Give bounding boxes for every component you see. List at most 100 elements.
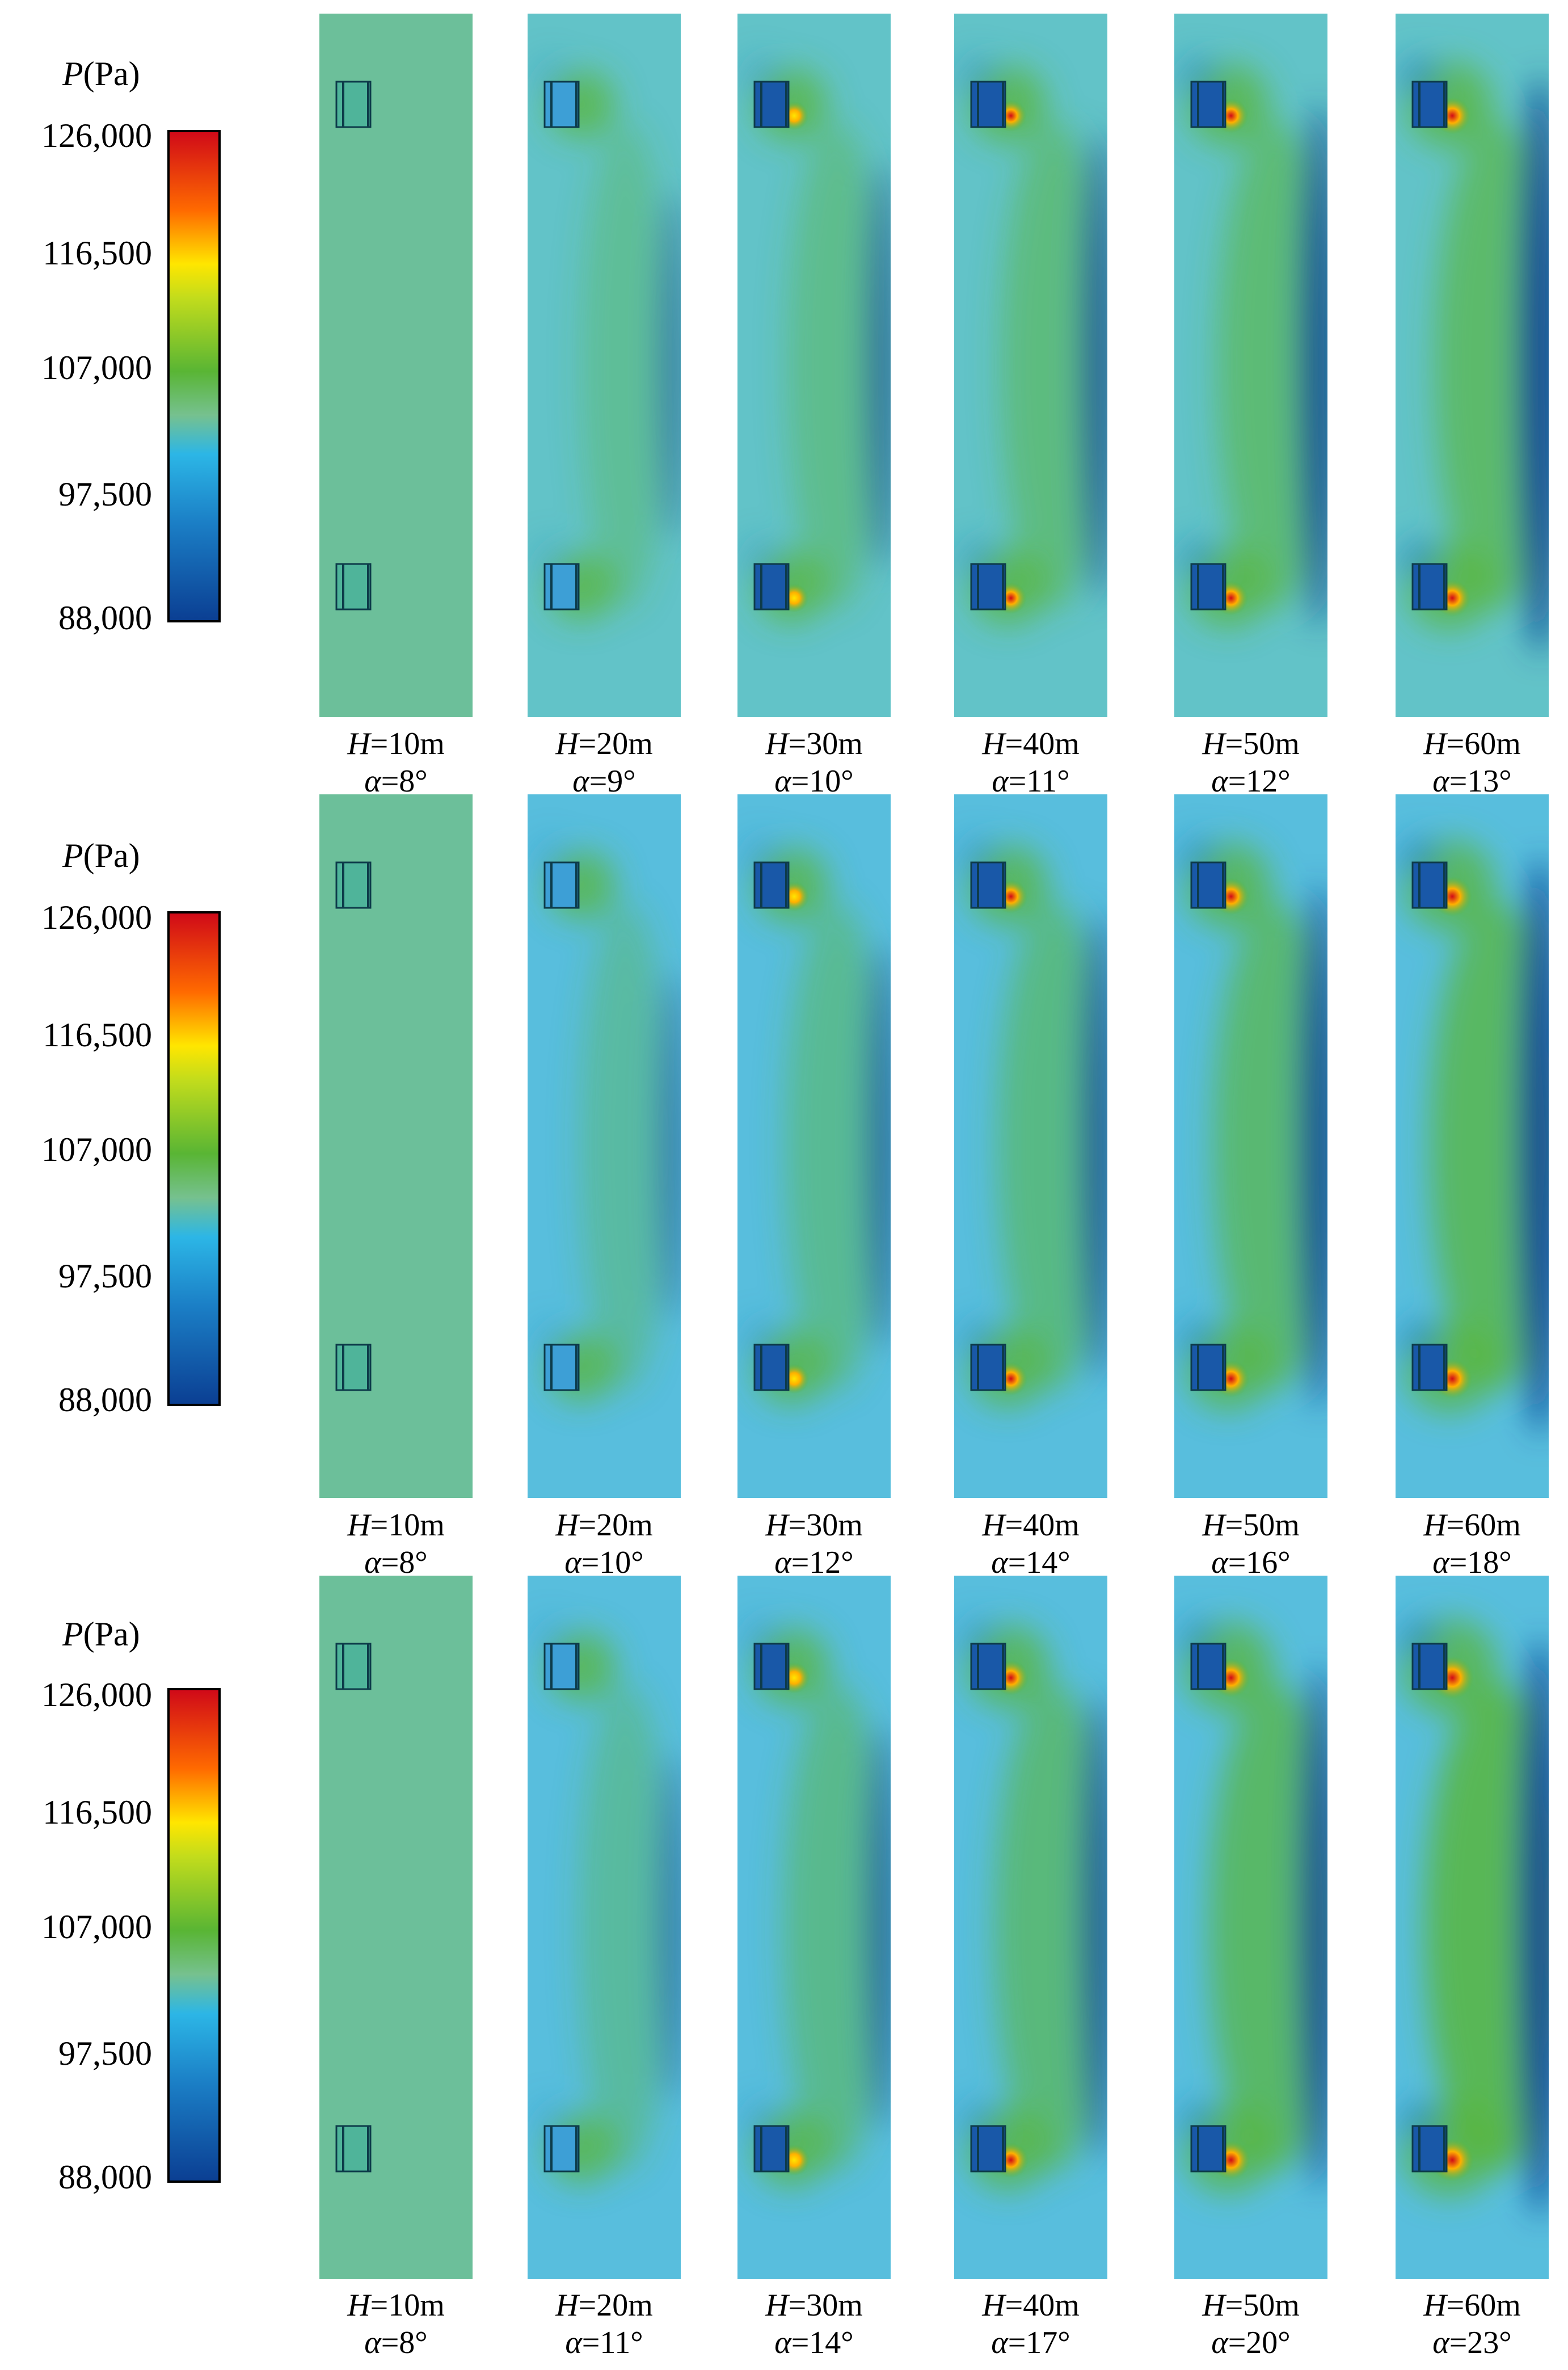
- panel-caption: H=20m α=10°: [519, 1506, 689, 1581]
- alpha-value: =20°: [1228, 2325, 1291, 2360]
- h-symbol: H: [555, 2288, 579, 2323]
- pressure-field-svg: [319, 794, 473, 1498]
- cavern-block: [543, 1643, 580, 1690]
- cavern-block: [335, 2125, 372, 2173]
- alpha-value: =13°: [1449, 764, 1512, 799]
- cavern-block: [335, 861, 372, 909]
- legend-title: P(Pa): [62, 1615, 140, 1654]
- h-value: =40m: [1005, 2288, 1080, 2323]
- panel-caption: H=10m α=8°: [311, 2287, 481, 2361]
- cavern-block: [543, 861, 580, 909]
- h-symbol: H: [1202, 2288, 1225, 2323]
- contour-panel: [528, 14, 681, 717]
- legend-title-unit: (Pa): [83, 837, 140, 874]
- colorbar: [167, 130, 221, 622]
- h-symbol: H: [982, 2288, 1005, 2323]
- h-value: =20m: [578, 1508, 653, 1543]
- cavern-block: [970, 2125, 1006, 2173]
- cavern-block: [753, 81, 790, 128]
- cavern-block: [970, 861, 1006, 909]
- h-symbol: H: [1423, 1508, 1447, 1543]
- contour-panel: [954, 14, 1107, 717]
- h-value: =10m: [370, 1508, 445, 1543]
- cavern-block: [1190, 861, 1226, 909]
- tick-label: 88,000: [58, 599, 152, 637]
- h-value: =20m: [578, 726, 653, 761]
- tick-label: 116,500: [43, 234, 152, 272]
- alpha-symbol: α: [1211, 1545, 1228, 1580]
- alpha-symbol: α: [364, 2325, 381, 2360]
- h-value: =20m: [578, 2288, 653, 2323]
- pressure-field-svg: [1396, 1576, 1549, 2279]
- alpha-value: =11°: [581, 2325, 643, 2360]
- tick-label: 97,500: [58, 1257, 152, 1295]
- pressure-field-svg: [528, 1576, 681, 2279]
- pressure-field-svg: [319, 14, 473, 717]
- alpha-symbol: α: [564, 1545, 581, 1580]
- cavern-block: [335, 563, 372, 611]
- h-value: =50m: [1225, 1508, 1300, 1543]
- contour-panel: [319, 794, 473, 1498]
- cavern-block: [753, 1643, 790, 1690]
- tick-label: 126,000: [41, 899, 152, 936]
- alpha-value: =10°: [791, 764, 854, 799]
- alpha-symbol: α: [572, 764, 589, 799]
- h-value: =50m: [1225, 2288, 1300, 2323]
- pressure-field-svg: [954, 14, 1107, 717]
- alpha-symbol: α: [1211, 2325, 1228, 2360]
- contour-panel: [737, 14, 891, 717]
- h-symbol: H: [1202, 1508, 1225, 1543]
- pressure-field-svg: [1396, 14, 1549, 717]
- cavern-block: [1190, 1643, 1226, 1690]
- pressure-field-svg: [1174, 794, 1327, 1498]
- contour-panel: [319, 1576, 473, 2279]
- alpha-value: =18°: [1449, 1545, 1512, 1580]
- contour-panel: [954, 1576, 1107, 2279]
- alpha-symbol: α: [774, 2325, 791, 2360]
- cavern-block: [335, 1344, 372, 1391]
- contour-panel: [1174, 794, 1327, 1498]
- h-value: =30m: [788, 726, 863, 761]
- h-symbol: H: [555, 1508, 579, 1543]
- pressure-field-svg: [737, 794, 891, 1498]
- alpha-symbol: α: [1432, 2325, 1449, 2360]
- tick-label: 126,000: [41, 1676, 152, 1714]
- alpha-value: =12°: [1228, 764, 1291, 799]
- h-symbol: H: [765, 726, 789, 761]
- alpha-symbol: α: [992, 764, 1009, 799]
- alpha-value: =23°: [1449, 2325, 1512, 2360]
- h-value: =10m: [370, 726, 445, 761]
- tick-label: 116,500: [43, 1016, 152, 1054]
- cavern-block: [1190, 1344, 1226, 1391]
- legend-title: P(Pa): [62, 54, 140, 94]
- tick-label: 107,000: [41, 1131, 152, 1168]
- tick-label: 97,500: [58, 2035, 152, 2072]
- h-symbol: H: [347, 1508, 370, 1543]
- cavern-block: [970, 1344, 1006, 1391]
- cavern-block: [543, 2125, 580, 2173]
- h-symbol: H: [1423, 726, 1447, 761]
- pressure-field-svg: [954, 1576, 1107, 2279]
- h-symbol: H: [555, 726, 579, 761]
- cavern-block: [1190, 81, 1226, 128]
- cavern-block: [1411, 1344, 1448, 1391]
- h-value: =40m: [1005, 726, 1080, 761]
- pressure-field-svg: [737, 1576, 891, 2279]
- alpha-symbol: α: [991, 1545, 1008, 1580]
- panel-caption: H=30m α=12°: [729, 1506, 899, 1581]
- h-symbol: H: [1202, 726, 1225, 761]
- legend-title-symbol: P: [62, 837, 83, 874]
- panel-caption: H=60m α=18°: [1387, 1506, 1557, 1581]
- panel-caption: H=10m α=8°: [311, 725, 481, 800]
- colorbar: [167, 1688, 221, 2183]
- cavern-block: [753, 2125, 790, 2173]
- alpha-value: =14°: [1008, 1545, 1070, 1580]
- alpha-value: =14°: [791, 2325, 854, 2360]
- cavern-block: [543, 563, 580, 611]
- h-value: =30m: [788, 1508, 863, 1543]
- alpha-value: =12°: [791, 1545, 854, 1580]
- h-value: =50m: [1225, 726, 1300, 761]
- contour-panel: [1174, 1576, 1327, 2279]
- contour-panel: [319, 14, 473, 717]
- alpha-symbol: α: [565, 2325, 582, 2360]
